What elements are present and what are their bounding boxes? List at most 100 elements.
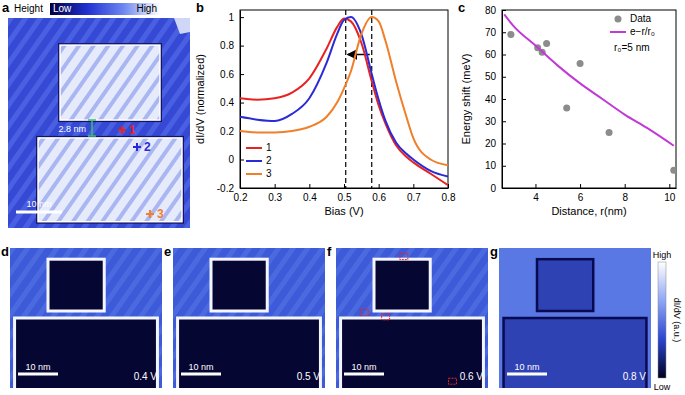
tick-mark xyxy=(240,160,244,161)
scalebar-label: 10 nm xyxy=(26,199,51,209)
panel-label: e xyxy=(164,244,171,259)
panel-label: g xyxy=(490,244,498,259)
figure: aHeightLowHigh1232.8 nm10 nmb0.20.30.40.… xyxy=(0,0,685,395)
tick-mark xyxy=(502,32,506,33)
scalebar-label: 10 nm xyxy=(514,362,539,372)
colorbar-low: Low xyxy=(654,382,671,392)
tick: 60 xyxy=(485,49,506,60)
tick: 80 xyxy=(485,5,506,16)
bias-label: 0.6 V xyxy=(460,371,484,382)
tick: 0.8 xyxy=(220,40,244,51)
didv-map: 10 nm 0.4 V xyxy=(10,248,162,391)
island xyxy=(48,259,104,311)
tick-label: 30 xyxy=(485,116,497,127)
highlight-box xyxy=(360,310,368,316)
plot-frame xyxy=(502,10,676,188)
legend: 1 2 3 xyxy=(246,142,272,179)
scalebar-label: 10 nm xyxy=(351,362,376,372)
marker-label: 3 xyxy=(157,207,164,221)
reference-line xyxy=(345,10,346,188)
tick-mark xyxy=(502,10,506,11)
legend-label: e−r/r₀ xyxy=(630,26,655,37)
tick-label: 50 xyxy=(485,71,497,82)
island xyxy=(15,318,158,388)
tick-mark xyxy=(502,166,506,167)
tick: 10 xyxy=(664,184,676,203)
tick-label: 0.6 xyxy=(372,192,386,203)
tick-label: 10 xyxy=(485,160,497,171)
tick: 10 xyxy=(485,160,506,171)
tick-mark xyxy=(275,184,276,188)
series-line xyxy=(240,17,448,165)
tick-mark xyxy=(240,17,244,18)
highlight-box xyxy=(400,254,408,260)
legend-swatch xyxy=(615,16,622,23)
tick-mark xyxy=(580,184,581,188)
chart: b0.20.30.40.50.60.70.8-0.200.20.40.60.81… xyxy=(194,0,456,217)
colorbar-high: High xyxy=(653,250,672,260)
tick-mark xyxy=(502,77,506,78)
legend-label: 1 xyxy=(266,142,272,153)
tick-label: 0.3 xyxy=(268,192,282,203)
marker xyxy=(133,143,141,151)
bias-label: 0.4 V xyxy=(134,371,158,382)
didv-map: 10 nm 0.6 V xyxy=(336,248,488,391)
colorbar-title: Height xyxy=(14,3,43,14)
tick: 20 xyxy=(485,138,506,149)
legend-swatch xyxy=(246,173,262,175)
axis: 46810 xyxy=(503,184,677,203)
tick-mark xyxy=(240,103,244,104)
annotation: r₀=5 nm xyxy=(614,42,650,53)
scalebar-label: 10 nm xyxy=(188,362,213,372)
tick-mark xyxy=(448,184,449,188)
axis: 01020304050607080 xyxy=(485,5,506,194)
tick-label: 8 xyxy=(622,192,628,203)
island xyxy=(341,318,484,388)
point xyxy=(507,31,514,38)
marks xyxy=(504,14,676,173)
highlight-box xyxy=(448,378,456,384)
island xyxy=(178,318,321,388)
background xyxy=(8,18,190,228)
tick-label: 40 xyxy=(485,94,497,105)
tick: 0.3 xyxy=(268,184,282,203)
tick-mark xyxy=(535,184,536,188)
marker xyxy=(118,126,126,134)
tick-label: 0.2 xyxy=(234,192,248,203)
series-line xyxy=(240,17,448,176)
tick-label: 0.8 xyxy=(220,40,234,51)
bias-label: 0.8 V xyxy=(623,371,647,382)
tick-label: 0.7 xyxy=(407,192,421,203)
tick: 6 xyxy=(578,184,584,203)
scalebar xyxy=(181,373,221,376)
marker-label: 2 xyxy=(144,140,151,154)
tick-label: 1 xyxy=(228,12,234,23)
legend-label: 3 xyxy=(266,168,272,179)
point xyxy=(543,40,550,47)
point xyxy=(563,104,570,111)
scalebar-label: 10 nm xyxy=(25,362,50,372)
legend-label: 2 xyxy=(266,155,272,166)
tick-mark xyxy=(240,46,244,47)
tick-mark xyxy=(240,74,244,75)
tick-label: -0.2 xyxy=(217,183,235,194)
series-line xyxy=(240,19,448,186)
panel-label: f xyxy=(327,244,332,259)
scalebar xyxy=(507,373,547,376)
tick-mark xyxy=(344,184,345,188)
tick: 30 xyxy=(485,116,506,127)
tick: -0.2 xyxy=(217,183,244,194)
marker-label: 1 xyxy=(129,123,136,137)
tick-mark xyxy=(413,184,414,188)
x-axis-title: Bias (V) xyxy=(324,205,363,217)
island xyxy=(211,259,267,311)
colorbar-title: dI/dV (a.u.) xyxy=(672,298,682,343)
tick: 0.6 xyxy=(372,184,386,203)
tick-mark xyxy=(502,144,506,145)
island xyxy=(504,318,647,388)
tick-label: 10 xyxy=(664,192,676,203)
tick-mark xyxy=(669,184,670,188)
tick-mark xyxy=(309,184,310,188)
plot-frame xyxy=(240,10,448,188)
axis: 0.20.30.40.50.60.70.8 xyxy=(234,184,456,203)
